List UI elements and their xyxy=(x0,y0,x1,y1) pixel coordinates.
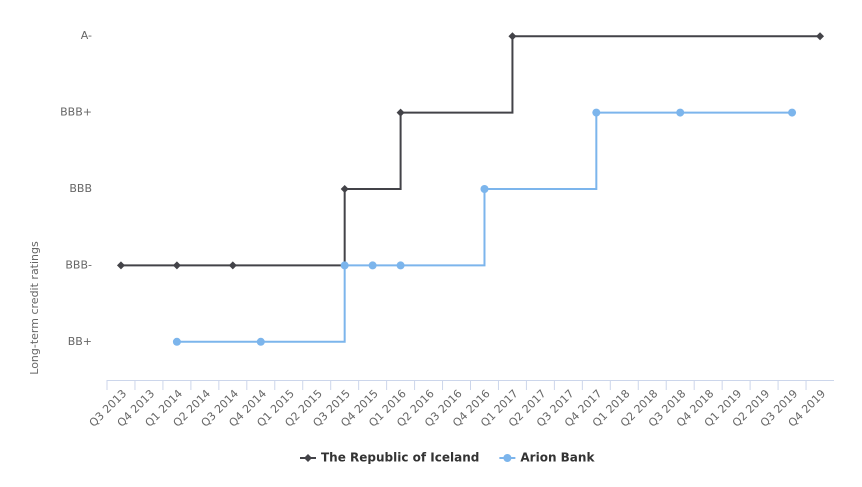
point-marker xyxy=(480,185,489,193)
series xyxy=(172,108,797,346)
point-marker xyxy=(503,454,512,462)
y-tick-label: BBB- xyxy=(65,258,92,271)
legend-label: The Republic of Iceland xyxy=(321,451,479,465)
point-marker xyxy=(340,185,349,193)
point-marker xyxy=(228,261,237,270)
point-marker xyxy=(592,108,601,117)
point-marker xyxy=(368,261,377,270)
y-tick-label: A- xyxy=(81,29,92,42)
point-marker xyxy=(816,32,825,41)
point-marker xyxy=(172,261,181,270)
y-tick-label: BBB+ xyxy=(60,106,92,119)
point-marker xyxy=(788,108,797,117)
y-tick-label: BB+ xyxy=(68,335,92,348)
series-line xyxy=(120,35,821,267)
point-marker xyxy=(508,32,517,41)
y-tick-label: BBB xyxy=(69,182,92,195)
point-marker xyxy=(340,261,349,270)
point-marker xyxy=(304,454,312,462)
point-marker xyxy=(172,337,181,346)
point-marker xyxy=(676,108,685,117)
point-marker xyxy=(396,261,405,270)
y-axis-title: Long-term credit ratings xyxy=(28,241,41,375)
point-marker xyxy=(396,108,405,117)
legend-label: Arion Bank xyxy=(520,451,595,465)
point-marker xyxy=(256,337,265,346)
series-line xyxy=(176,111,793,343)
point-marker xyxy=(116,261,125,270)
series xyxy=(116,32,825,270)
